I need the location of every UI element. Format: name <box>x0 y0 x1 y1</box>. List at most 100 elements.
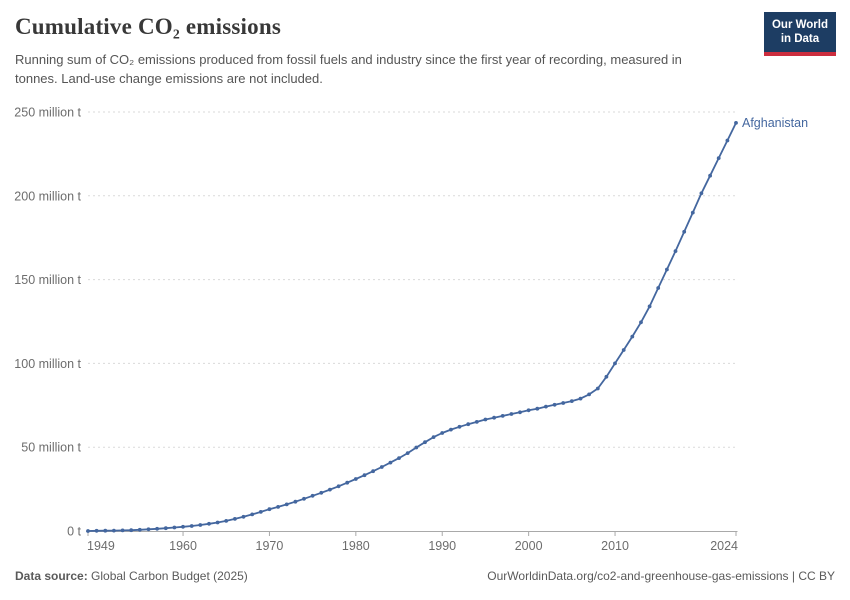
data-point[interactable] <box>319 490 324 495</box>
data-point[interactable] <box>276 505 280 509</box>
data-point[interactable] <box>492 415 496 420</box>
data-point[interactable] <box>163 526 168 531</box>
data-point[interactable] <box>224 519 229 523</box>
data-point[interactable] <box>621 348 626 352</box>
data-point[interactable] <box>440 431 445 435</box>
owid-logo-line1: Our World <box>771 19 828 31</box>
data-point[interactable] <box>509 412 514 416</box>
data-point[interactable] <box>578 396 583 401</box>
data-point[interactable] <box>405 451 410 455</box>
data-point[interactable] <box>293 499 298 504</box>
data-point[interactable] <box>129 528 134 533</box>
y-axis-label: 100 million t <box>14 357 81 371</box>
data-point[interactable] <box>353 477 358 481</box>
data-point[interactable] <box>639 320 643 325</box>
series-line-afghanistan[interactable] <box>87 122 737 532</box>
data-point[interactable] <box>388 460 393 465</box>
data-point[interactable] <box>146 527 151 532</box>
data-point[interactable] <box>647 304 652 309</box>
data-point[interactable] <box>656 286 661 290</box>
data-point[interactable] <box>250 512 255 517</box>
data-point[interactable] <box>137 527 142 532</box>
page-title: Cumulative CO₂ emissions <box>15 14 281 39</box>
data-point[interactable] <box>241 514 246 519</box>
data-point[interactable] <box>267 507 272 512</box>
data-point[interactable] <box>665 267 669 272</box>
data-point[interactable] <box>215 520 220 525</box>
data-point[interactable] <box>302 496 306 501</box>
x-axis-label: 2000 <box>515 539 543 553</box>
data-point[interactable] <box>181 524 185 529</box>
x-axis-label: 2024 <box>710 539 738 553</box>
data-point[interactable] <box>630 334 635 339</box>
data-point[interactable] <box>561 401 566 405</box>
data-point[interactable] <box>328 487 332 492</box>
data-point[interactable] <box>483 417 488 422</box>
data-point[interactable] <box>457 424 462 429</box>
data-point[interactable] <box>155 526 160 531</box>
data-point[interactable] <box>725 138 730 143</box>
x-axis-label: 1980 <box>342 539 370 553</box>
data-point[interactable] <box>466 422 471 427</box>
chart-footer: Data source: Global Carbon Budget (2025)… <box>15 569 835 583</box>
data-point[interactable] <box>397 456 401 460</box>
data-point[interactable] <box>673 249 678 254</box>
credit-link[interactable]: OurWorldinData.org/co2-and-greenhouse-ga… <box>487 569 835 583</box>
data-point[interactable] <box>569 399 574 403</box>
data-point[interactable] <box>345 480 350 485</box>
data-point[interactable] <box>120 528 125 533</box>
data-point[interactable] <box>172 525 177 530</box>
data-point[interactable] <box>535 406 540 411</box>
data-point[interactable] <box>734 121 738 125</box>
data-point[interactable] <box>474 420 479 424</box>
data-point[interactable] <box>708 173 712 178</box>
data-point[interactable] <box>716 156 721 161</box>
data-point[interactable] <box>189 524 194 528</box>
data-point[interactable] <box>284 502 289 507</box>
data-point[interactable] <box>336 484 341 489</box>
data-point[interactable] <box>526 408 531 413</box>
data-point[interactable] <box>310 493 315 498</box>
x-axis-label: 1949 <box>87 539 115 553</box>
data-point[interactable] <box>362 473 367 478</box>
data-point[interactable] <box>587 392 591 397</box>
owid-logo[interactable]: Our World in Data <box>763 12 836 56</box>
data-point[interactable] <box>613 361 617 366</box>
data-point[interactable] <box>258 510 263 514</box>
data-point[interactable] <box>233 517 237 521</box>
data-point[interactable] <box>103 528 108 533</box>
data-point[interactable] <box>198 523 203 527</box>
data-point[interactable] <box>379 465 384 469</box>
x-axis-label: 1990 <box>428 539 456 553</box>
data-point[interactable] <box>371 469 375 474</box>
data-point[interactable] <box>552 402 557 407</box>
data-source: Data source: Global Carbon Budget (2025) <box>15 569 248 583</box>
y-axis-label: 200 million t <box>14 189 81 203</box>
data-point[interactable] <box>682 229 687 234</box>
y-axis-label: 250 million t <box>14 106 81 120</box>
data-point[interactable] <box>690 210 695 215</box>
entity-label-afghanistan[interactable]: Afghanistan <box>742 116 808 130</box>
data-point[interactable] <box>423 440 427 445</box>
chart-subtitle: Running sum of CO₂ emissions produced fr… <box>15 52 682 86</box>
data-point[interactable] <box>500 414 505 418</box>
y-axis-label: 150 million t <box>14 273 81 287</box>
data-point[interactable] <box>595 386 600 391</box>
data-point[interactable] <box>518 410 522 415</box>
x-axis-label: 1960 <box>169 539 197 553</box>
data-point[interactable] <box>94 528 99 533</box>
owid-logo-line2: in Data <box>780 33 820 46</box>
data-point[interactable] <box>207 521 211 526</box>
data-point[interactable] <box>112 528 116 533</box>
data-point[interactable] <box>699 191 704 196</box>
y-axis-label: 50 million t <box>21 441 81 455</box>
data-point[interactable] <box>86 529 90 533</box>
data-point[interactable] <box>431 435 436 439</box>
data-point[interactable] <box>449 427 453 432</box>
data-point[interactable] <box>604 374 609 379</box>
y-axis-label: 0 t <box>67 525 81 539</box>
data-point[interactable] <box>414 445 419 450</box>
data-point[interactable] <box>544 404 548 409</box>
